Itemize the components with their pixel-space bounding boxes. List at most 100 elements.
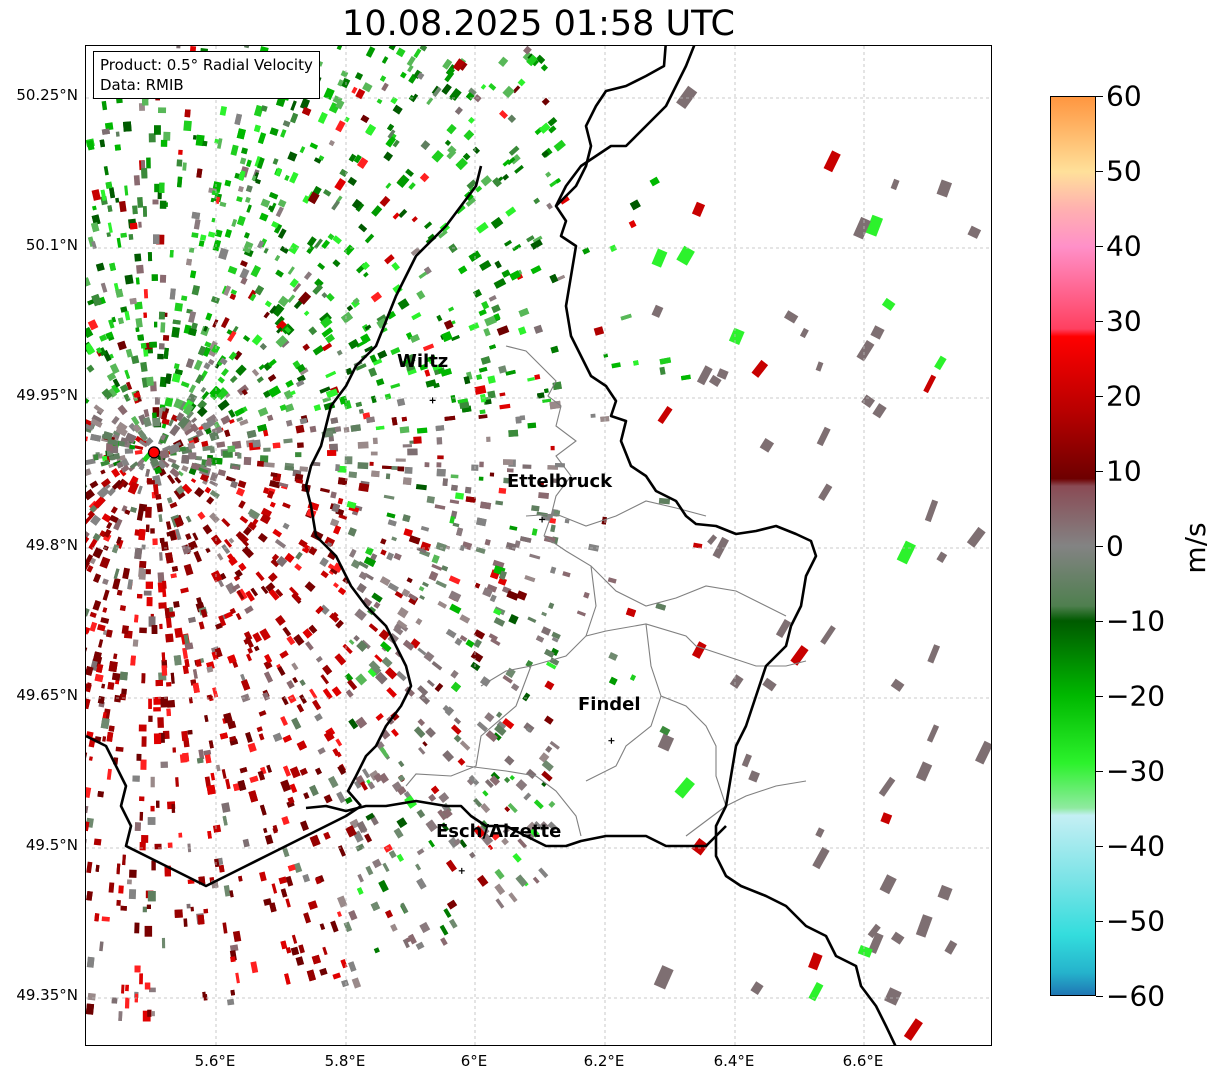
echo-cell bbox=[299, 466, 309, 472]
echo-cell bbox=[176, 159, 183, 167]
echo-cell bbox=[327, 233, 335, 240]
echo-cell bbox=[488, 83, 497, 91]
echo-cell bbox=[220, 368, 229, 377]
echo-cell bbox=[728, 327, 745, 346]
echo-cell bbox=[291, 662, 299, 671]
canton-border bbox=[465, 765, 582, 837]
echo-cell bbox=[468, 774, 480, 786]
echo-cell bbox=[287, 864, 296, 872]
echo-cell bbox=[282, 120, 291, 128]
echo-cell bbox=[257, 770, 266, 781]
echo-cell bbox=[505, 369, 516, 376]
echo-cell bbox=[415, 617, 423, 626]
echo-cell bbox=[227, 445, 236, 453]
echo-cell bbox=[590, 413, 596, 418]
echo-cell bbox=[173, 363, 180, 370]
echo-cell bbox=[323, 794, 333, 804]
echo-cell bbox=[402, 514, 411, 523]
echo-cell bbox=[474, 582, 481, 589]
echo-cell bbox=[237, 780, 247, 791]
echo-cell bbox=[299, 767, 308, 776]
echo-cell bbox=[497, 577, 508, 586]
echo-cell bbox=[198, 240, 205, 247]
colorbar-tick bbox=[1096, 996, 1103, 997]
echo-cell bbox=[486, 436, 491, 442]
echo-cell bbox=[111, 479, 123, 490]
echo-cell bbox=[386, 552, 394, 561]
echo-cell bbox=[446, 859, 457, 872]
echo-cell bbox=[167, 443, 181, 455]
echo-cell bbox=[498, 487, 507, 494]
echo-cell bbox=[167, 842, 173, 849]
echo-cell bbox=[259, 871, 267, 882]
echo-cell bbox=[139, 811, 144, 821]
echo-cell bbox=[115, 131, 120, 137]
echo-cell bbox=[133, 391, 141, 399]
echo-cell bbox=[226, 998, 235, 1006]
echo-cell bbox=[459, 839, 468, 849]
echo-cell bbox=[890, 931, 905, 945]
echo-cell bbox=[437, 809, 448, 821]
echo-cell bbox=[330, 568, 338, 575]
echo-cell bbox=[111, 468, 121, 478]
border-luxembourg-south bbox=[305, 799, 727, 848]
canton-border bbox=[660, 695, 727, 837]
echo-cell bbox=[184, 427, 195, 436]
echo-cell bbox=[514, 164, 524, 174]
echo-cell bbox=[540, 64, 549, 72]
echo-cell bbox=[330, 417, 339, 424]
echo-cell bbox=[325, 388, 339, 399]
echo-cell bbox=[823, 150, 841, 173]
echo-cell bbox=[609, 244, 617, 253]
echo-cell bbox=[225, 778, 231, 790]
echo-cell bbox=[408, 593, 418, 601]
echo-cell bbox=[870, 325, 885, 340]
radar-site-marker bbox=[147, 446, 161, 459]
echo-cell bbox=[262, 429, 269, 437]
echo-cell bbox=[326, 541, 333, 548]
city-marker bbox=[458, 867, 465, 874]
echo-cell bbox=[357, 157, 369, 169]
echo-cell bbox=[134, 445, 144, 450]
echo-cell bbox=[320, 674, 330, 685]
echo-cell bbox=[454, 492, 465, 500]
colorbar-tick bbox=[1096, 696, 1103, 697]
echo-cell bbox=[707, 534, 718, 545]
echo-cell bbox=[112, 378, 121, 388]
echo-cell bbox=[115, 197, 120, 203]
echo-cell bbox=[394, 591, 404, 599]
echo-cell bbox=[177, 416, 190, 429]
echo-cell bbox=[250, 587, 258, 597]
echo-cell bbox=[442, 478, 448, 486]
echo-cell bbox=[264, 654, 273, 664]
echo-cell bbox=[229, 944, 239, 952]
echo-cell bbox=[517, 838, 528, 849]
echo-cell bbox=[354, 72, 364, 81]
echo-cell bbox=[370, 395, 377, 404]
echo-cell bbox=[214, 138, 219, 144]
echo-cell bbox=[242, 241, 254, 254]
echo-cell bbox=[277, 199, 287, 208]
echo-cell bbox=[275, 96, 286, 108]
echo-cell bbox=[156, 459, 167, 470]
echo-cell bbox=[161, 652, 166, 662]
echo-cell bbox=[435, 542, 447, 552]
echo-cell bbox=[440, 368, 452, 377]
echo-cell bbox=[651, 248, 668, 268]
echo-cell bbox=[143, 312, 147, 318]
echo-cell bbox=[172, 747, 176, 753]
echo-cell bbox=[381, 656, 393, 668]
echo-cell bbox=[119, 384, 129, 393]
echo-cell bbox=[230, 480, 238, 489]
echo-cell bbox=[526, 54, 538, 67]
echo-cell bbox=[224, 392, 231, 399]
echo-cell bbox=[90, 222, 100, 233]
echo-cell bbox=[165, 633, 174, 643]
echo-cell bbox=[335, 619, 344, 629]
echo-cell bbox=[865, 214, 884, 237]
echo-cell bbox=[530, 239, 543, 250]
echo-cell bbox=[416, 848, 425, 856]
colorbar-tick bbox=[1096, 846, 1103, 847]
echo-cell bbox=[545, 171, 552, 178]
colorbar-tick bbox=[1096, 921, 1103, 922]
